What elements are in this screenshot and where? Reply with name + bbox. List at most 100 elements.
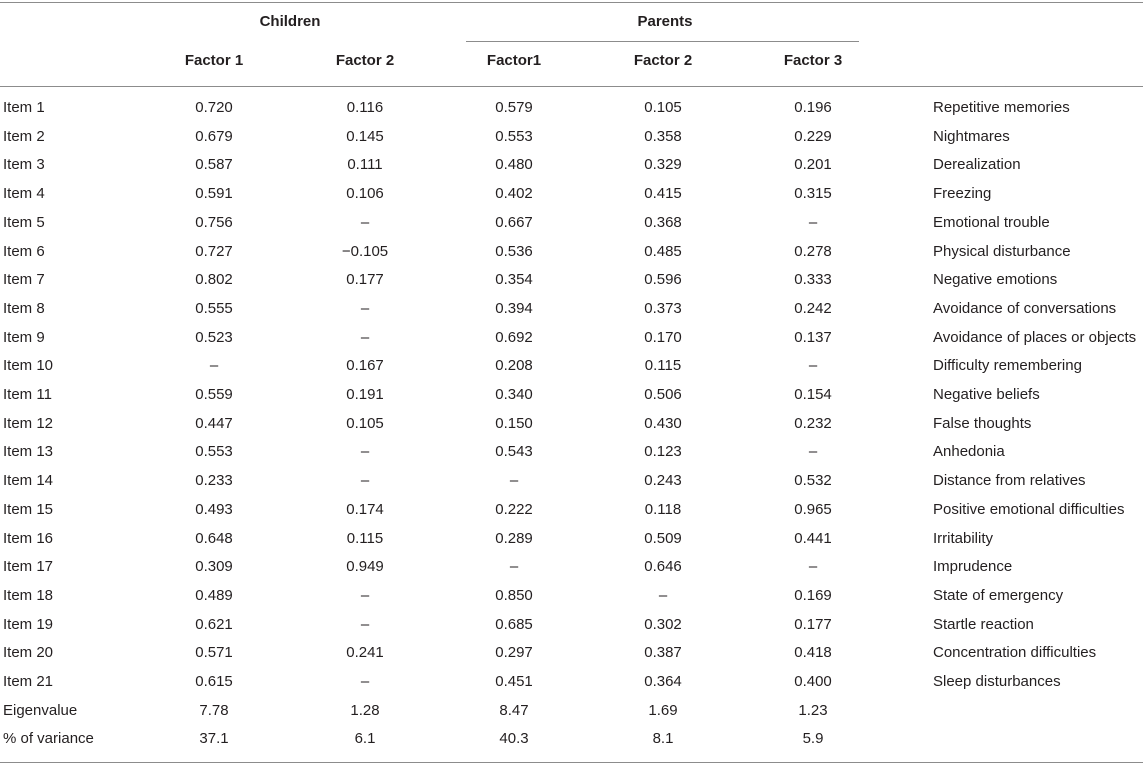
loading-cell: 0.579 — [495, 99, 533, 116]
loading-cell: 0.506 — [644, 386, 682, 403]
row-label: Item 2 — [3, 128, 45, 145]
row-label: Item 19 — [3, 616, 54, 633]
loading-cell: 0.111 — [347, 156, 383, 173]
loading-cell: 0.685 — [495, 616, 533, 633]
item-description: Nightmares — [933, 128, 1010, 145]
loading-cell: – — [360, 472, 370, 489]
loading-cell: 0.167 — [346, 357, 384, 374]
loading-cell: 0.451 — [495, 673, 533, 690]
loading-cell: 8.47 — [499, 702, 529, 719]
parents-group-rule — [466, 41, 859, 42]
loading-cell: 0.949 — [346, 558, 384, 575]
loading-cell: 0.333 — [794, 271, 832, 288]
loading-cell: 0.400 — [794, 673, 832, 690]
loading-cell: 0.105 — [346, 415, 384, 432]
loading-cell: 37.1 — [199, 730, 229, 747]
loading-cell: 0.174 — [346, 501, 384, 518]
loading-cell: 0.415 — [644, 185, 682, 202]
row-label: Item 21 — [3, 673, 54, 690]
loading-cell: 0.402 — [495, 185, 533, 202]
row-label: Item 9 — [3, 329, 45, 346]
loading-cell: 0.965 — [794, 501, 832, 518]
loading-cell: – — [360, 214, 370, 231]
loading-cell: – — [360, 587, 370, 604]
loading-cell: – — [808, 214, 818, 231]
loading-cell: 0.489 — [195, 587, 233, 604]
item-description: State of emergency — [933, 587, 1064, 604]
loading-cell: 0.154 — [794, 386, 832, 403]
loading-cell: 0.278 — [794, 243, 832, 260]
loading-cell: 0.302 — [644, 616, 682, 633]
bottom-rule — [0, 762, 1143, 763]
loading-cell: 0.106 — [346, 185, 384, 202]
loading-cell: 0.115 — [644, 357, 682, 374]
loading-cell: 0.364 — [644, 673, 682, 690]
loading-cell: 0.137 — [794, 329, 832, 346]
item-description: Negative emotions — [933, 271, 1058, 288]
loading-cell: 0.309 — [195, 558, 233, 575]
row-label: Eigenvalue — [3, 702, 78, 719]
item-description: Avoidance of places or objects — [933, 329, 1137, 346]
item-description: Distance from relatives — [933, 472, 1086, 489]
loading-cell: 40.3 — [499, 730, 529, 747]
row-label: Item 10 — [3, 357, 54, 374]
loading-cell: 0.523 — [195, 329, 233, 346]
item-description: Irritability — [933, 530, 994, 547]
loading-cell: 0.191 — [346, 386, 384, 403]
loading-cell: – — [808, 443, 818, 460]
item-description: Avoidance of conversations — [933, 300, 1117, 317]
header-bottom-rule — [0, 86, 1143, 87]
row-label: Item 3 — [3, 156, 45, 173]
loading-cell: 0.802 — [195, 271, 233, 288]
loading-cell: 0.358 — [644, 128, 682, 145]
row-label: Item 7 — [3, 271, 45, 288]
column-header: Factor 3 — [783, 52, 843, 69]
loading-cell: 8.1 — [652, 730, 674, 747]
loading-cell: 0.243 — [644, 472, 682, 489]
loading-cell: 0.177 — [346, 271, 384, 288]
loading-cell: 0.116 — [346, 99, 384, 116]
item-description: Positive emotional difficulties — [933, 501, 1125, 518]
loading-cell: – — [360, 616, 370, 633]
loading-cell: 0.621 — [195, 616, 233, 633]
loading-cell: 0.118 — [644, 501, 682, 518]
loading-cell: 0.720 — [195, 99, 233, 116]
loading-cell: – — [360, 443, 370, 460]
loading-cell: 0.177 — [794, 616, 832, 633]
loading-cell: 7.78 — [199, 702, 229, 719]
group-header-children: Children — [259, 13, 321, 30]
loading-cell: 0.543 — [495, 443, 533, 460]
loading-cell: – — [360, 329, 370, 346]
loading-cell: 0.447 — [195, 415, 233, 432]
item-description: Anhedonia — [933, 443, 1005, 460]
loading-cell: – — [360, 300, 370, 317]
column-header: Factor 2 — [335, 52, 395, 69]
row-label: Item 5 — [3, 214, 45, 231]
item-description: Concentration difficulties — [933, 644, 1097, 661]
loading-cell: 0.430 — [644, 415, 682, 432]
row-label: Item 8 — [3, 300, 45, 317]
item-description: Sleep disturbances — [933, 673, 1061, 690]
loading-cell: 0.169 — [794, 587, 832, 604]
column-header: Factor 2 — [633, 52, 693, 69]
item-description: Difficulty remembering — [933, 357, 1082, 374]
loading-cell: – — [808, 357, 818, 374]
item-description: Imprudence — [933, 558, 1013, 575]
item-description: Negative beliefs — [933, 386, 1040, 403]
loading-cell: 1.23 — [798, 702, 828, 719]
loading-cell: 0.229 — [794, 128, 832, 145]
item-description: Repetitive memories — [933, 99, 1070, 116]
loading-cell: 0.340 — [495, 386, 533, 403]
column-header: Factor 1 — [184, 52, 244, 69]
row-label: Item 1 — [3, 99, 45, 116]
loading-cell: – — [509, 558, 519, 575]
loading-cell: 0.667 — [495, 214, 533, 231]
loading-cell: 0.587 — [195, 156, 233, 173]
loading-cell: 0.615 — [195, 673, 233, 690]
row-label: Item 14 — [3, 472, 54, 489]
loading-cell: 0.418 — [794, 644, 832, 661]
loading-cell: 0.756 — [195, 214, 233, 231]
loading-cell: 5.9 — [802, 730, 824, 747]
loading-cell: 6.1 — [354, 730, 376, 747]
loading-cell: 0.596 — [644, 271, 682, 288]
